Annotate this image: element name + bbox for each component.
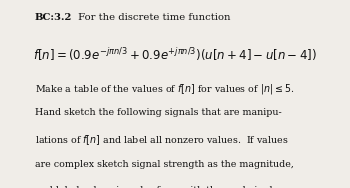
Text: BC:3.2: BC:3.2 xyxy=(35,13,72,22)
Text: and label values in polar form with the angle in de-: and label values in polar form with the … xyxy=(35,186,281,188)
Text: Hand sketch the following signals that are manipu-: Hand sketch the following signals that a… xyxy=(35,108,282,117)
Text: $f[n] = \left(0.9e^{-j\pi n/3} + 0.9e^{+j\pi n/3}\right)\left(u[n+4] - u[n-4]\ri: $f[n] = \left(0.9e^{-j\pi n/3} + 0.9e^{+… xyxy=(33,46,317,63)
Text: are complex sketch signal strength as the magnitude,: are complex sketch signal strength as th… xyxy=(35,160,294,169)
Text: lations of $f[n]$ and label all nonzero values.  If values: lations of $f[n]$ and label all nonzero … xyxy=(35,134,288,147)
Text: Make a table of the values of $f[n]$ for values of $|n| \leq 5$.: Make a table of the values of $f[n]$ for… xyxy=(35,82,294,96)
Text: For the discrete time function: For the discrete time function xyxy=(75,13,231,22)
